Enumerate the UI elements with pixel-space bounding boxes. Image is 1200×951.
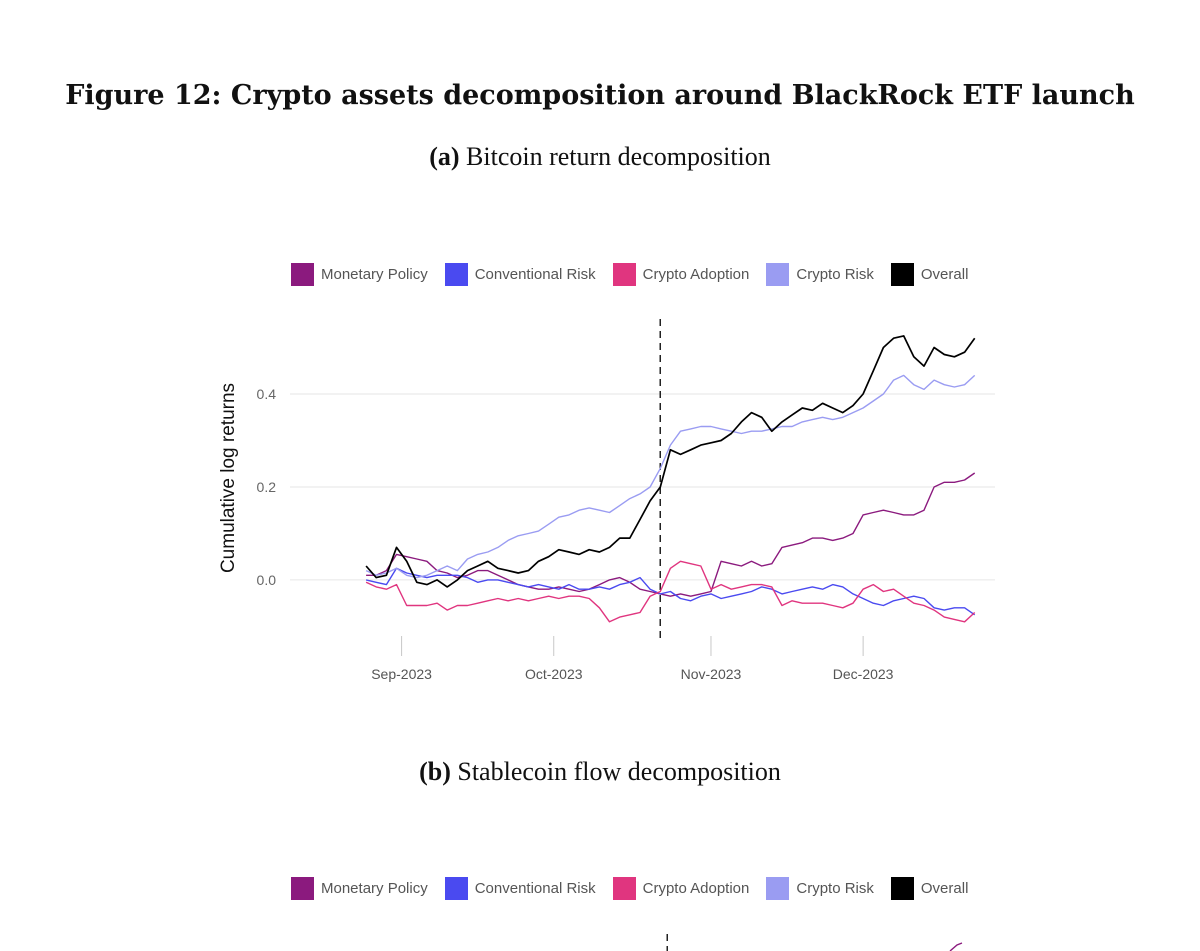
stablecoin-decomposition-chart-partial [666,934,963,951]
series-line-crypto-adoption [365,560,976,623]
legend-label: Monetary Policy [321,266,428,283]
legend-swatch-crypto-adoption [612,263,636,286]
legend-panel-a: Monetary Policy Conventional Risk Crypto… [291,263,985,286]
legend-label: Crypto Risk [796,266,874,283]
panel-b-caption-text: Stablecoin flow decomposition [457,757,781,786]
panel-a-caption: (a) Bitcoin return decomposition [0,142,1200,172]
legend-swatch-overall [890,263,914,286]
x-tick-label: Dec-2023 [833,666,894,682]
x-tick-label: Oct-2023 [525,666,583,682]
legend-item-crypto-risk: Crypto Risk [766,877,874,900]
legend-item-conventional-risk: Conventional Risk [444,263,596,286]
legend-label: Crypto Risk [796,880,874,897]
legend-swatch-crypto-risk [766,263,790,286]
legend-item-crypto-risk: Crypto Risk [766,263,874,286]
series-line-overall [365,335,976,588]
legend-swatch-overall [890,877,914,900]
y-tick-label: 0.2 [257,479,277,495]
series-line-conventional-risk [365,567,976,616]
legend-swatch-crypto-adoption [612,877,636,900]
legend-label: Overall [920,266,969,283]
panel-b-tag: (b) [419,757,451,786]
series-line-crypto-risk [365,374,976,579]
legend-swatch-monetary-policy [291,263,314,286]
legend-swatch-monetary-policy [291,877,314,900]
legend-panel-b: Monetary Policy Conventional Risk Crypto… [291,877,985,900]
legend-item-crypto-adoption: Crypto Adoption [612,263,750,286]
x-tick-label: Nov-2023 [681,666,742,682]
legend-item-overall: Overall [890,263,969,286]
legend-label: Crypto Adoption [642,266,750,283]
series-line-monetary-policy [949,942,963,951]
legend-swatch-conventional-risk [444,263,468,286]
legend-item-crypto-adoption: Crypto Adoption [612,877,750,900]
legend-label: Conventional Risk [474,880,596,897]
legend-item-monetary-policy: Monetary Policy [291,263,428,286]
legend-label: Monetary Policy [321,880,428,897]
figure-title: Figure 12: Crypto assets decomposition a… [65,80,1135,111]
x-tick-label: Sep-2023 [371,666,432,682]
bitcoin-decomposition-chart: 0.0 0.2 0.4 Sep-2023 Oct-2023 Nov-2023 Dec-202… [218,319,995,682]
panel-b-caption: (b) Stablecoin flow decomposition [0,757,1200,787]
legend-swatch-conventional-risk [444,877,468,900]
legend-item-overall: Overall [890,877,969,900]
y-tick-label: 0.0 [257,572,277,588]
panel-a-caption-text: Bitcoin return decomposition [466,142,771,171]
series-line-monetary-policy [366,472,976,597]
legend-label: Crypto Adoption [642,880,750,897]
y-axis-title: Cumulative log returns [218,383,239,573]
legend-item-monetary-policy: Monetary Policy [291,877,428,900]
legend-item-conventional-risk: Conventional Risk [444,877,596,900]
panel-a-tag: (a) [429,142,460,171]
legend-label: Overall [920,880,969,897]
y-tick-label: 0.4 [257,386,277,402]
legend-swatch-crypto-risk [766,877,790,900]
legend-label: Conventional Risk [474,266,596,283]
